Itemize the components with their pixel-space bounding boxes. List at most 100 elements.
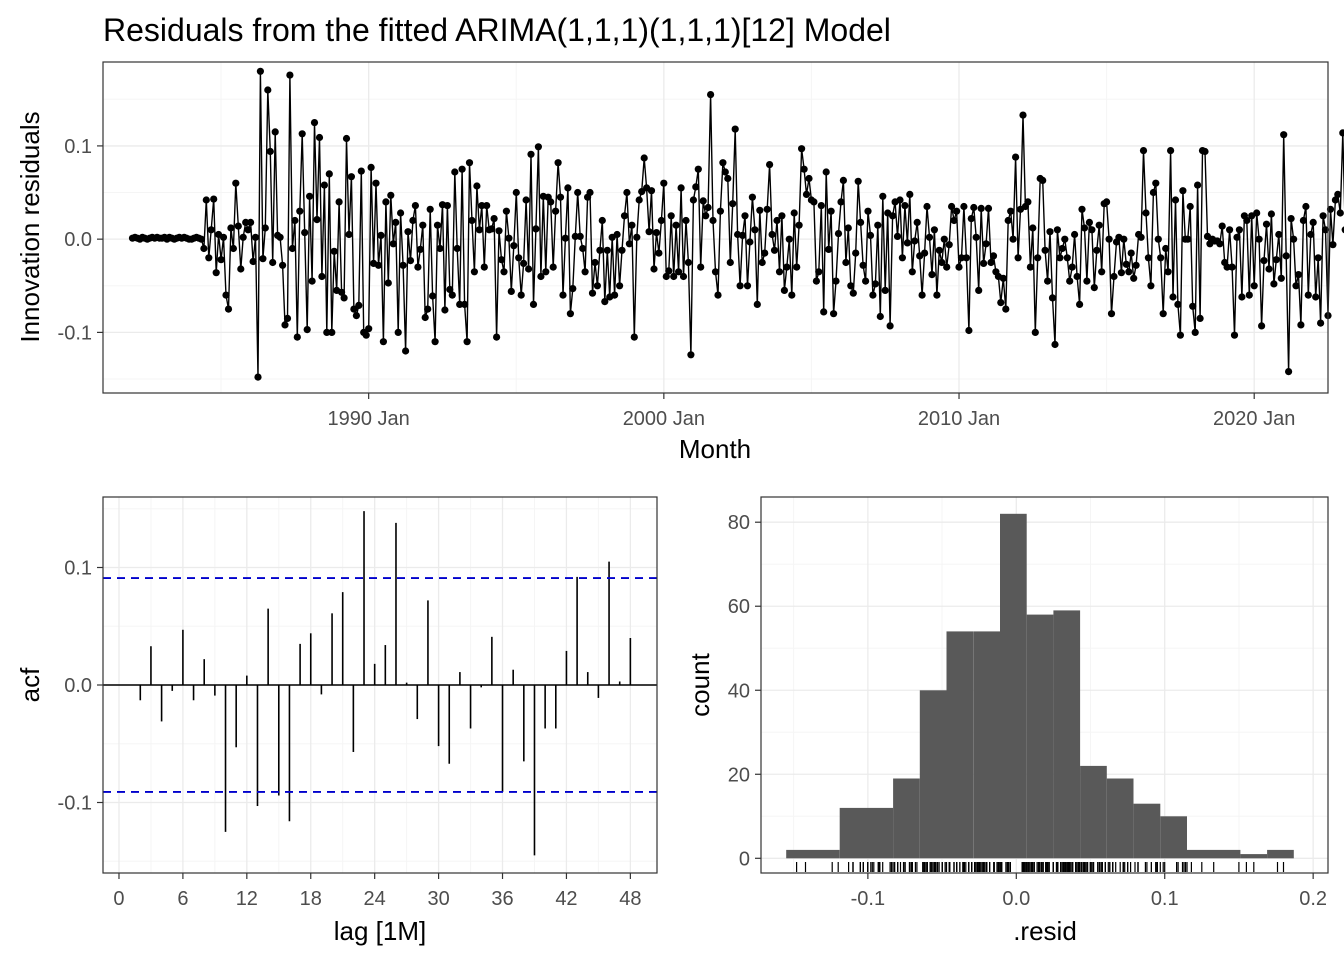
residual-point [918,291,926,299]
residual-point [1201,147,1209,156]
residual-point [362,331,370,339]
residual-point [202,196,210,204]
residual-point [1184,235,1192,243]
residual-point [315,133,324,142]
residual-point [827,207,835,215]
residual-point [953,207,961,215]
residual-point [293,333,301,341]
residual-point [389,240,397,248]
residual-point [1048,294,1057,302]
residual-point [837,198,845,206]
residual-point [227,224,235,232]
residual-point [815,268,823,276]
residual-point [493,333,501,341]
residual-point [635,196,643,204]
residual-point [901,202,909,210]
residual-point [256,67,264,75]
histogram-bar [839,807,894,859]
histogram-x-tick-label: 0.2 [1299,888,1327,910]
residual-point [598,216,606,225]
residual-point [1285,368,1293,376]
residual-point [906,190,914,198]
residual-point [1107,310,1116,318]
residual-point [795,221,803,229]
residual-point [1046,228,1054,236]
residual-point [839,176,848,184]
residual-point [515,254,523,262]
residual-point [288,244,296,253]
residual-point [933,291,941,299]
residual-point [269,258,277,267]
residual-point [1026,263,1034,271]
residual-point [453,244,461,253]
residual-point [923,202,931,211]
residual-point [788,291,796,299]
residual-point [879,192,887,200]
residual-point [556,193,565,201]
residual-point [261,224,269,232]
residual-point [1078,205,1086,213]
residual-point [896,196,904,204]
residual-point [1277,274,1285,282]
residual-point [352,312,360,320]
residual-point [943,263,951,271]
residual-point [1319,212,1327,220]
residual-point [458,165,466,173]
time-series-x-axis-title: Month [679,434,751,464]
residual-time-series-panel: 1990 Jan 2000 Jan 2010 Jan 2020 Jan -0.1 0.0 0… [15,61,1344,464]
residual-point [719,159,727,167]
residual-point [342,134,351,143]
residual-point [1280,131,1288,139]
residual-point [468,216,476,225]
histogram-border [760,496,1329,874]
residual-point [365,325,373,333]
residual-point [822,168,830,176]
residual-point [1282,252,1290,260]
residual-point [834,230,843,238]
residual-point [564,184,572,192]
residual-point [1297,321,1305,329]
residual-point [1238,293,1246,301]
residual-point [1130,274,1138,282]
residual-point [1275,230,1283,239]
residual-point [237,265,245,273]
residual-point [842,258,850,267]
histogram-bar [973,631,1000,859]
residual-point [441,306,449,314]
residual-point [972,233,980,241]
residual-point [382,198,390,206]
residual-point [465,159,474,167]
residual-point [773,216,781,225]
residual-point [281,321,289,329]
residual-point [633,233,641,241]
residual-point [1103,198,1111,206]
residual-point [1004,216,1012,225]
residual-point [1258,322,1266,330]
histogram-marks [786,513,1294,872]
residual-point [224,305,233,313]
histogram-axes: -0.1 0.0 0.1 0.2 0 20 40 60 80 [728,512,1327,910]
residual-point [1307,230,1315,239]
residual-point [1063,254,1071,262]
residual-point [1041,246,1049,254]
residual-point [743,282,752,290]
residual-point [1272,256,1280,264]
residual-point [692,183,700,191]
residual-point [581,268,589,276]
residual-point [975,286,983,294]
residual-point [502,207,510,215]
residual-point [650,265,658,273]
residual-point [886,322,894,330]
residual-point [520,259,528,267]
residual-point [852,249,860,257]
residual-point [200,244,208,253]
histogram-bar [1053,610,1081,859]
residual-point [753,300,761,308]
histogram-y-axis-title: count [685,652,715,716]
residual-point [1071,230,1079,239]
acf-x-tick-label: 30 [427,888,449,910]
residual-point [1144,254,1152,262]
residual-point [1216,240,1224,248]
residual-point [207,226,215,234]
histogram-bar [919,690,947,859]
